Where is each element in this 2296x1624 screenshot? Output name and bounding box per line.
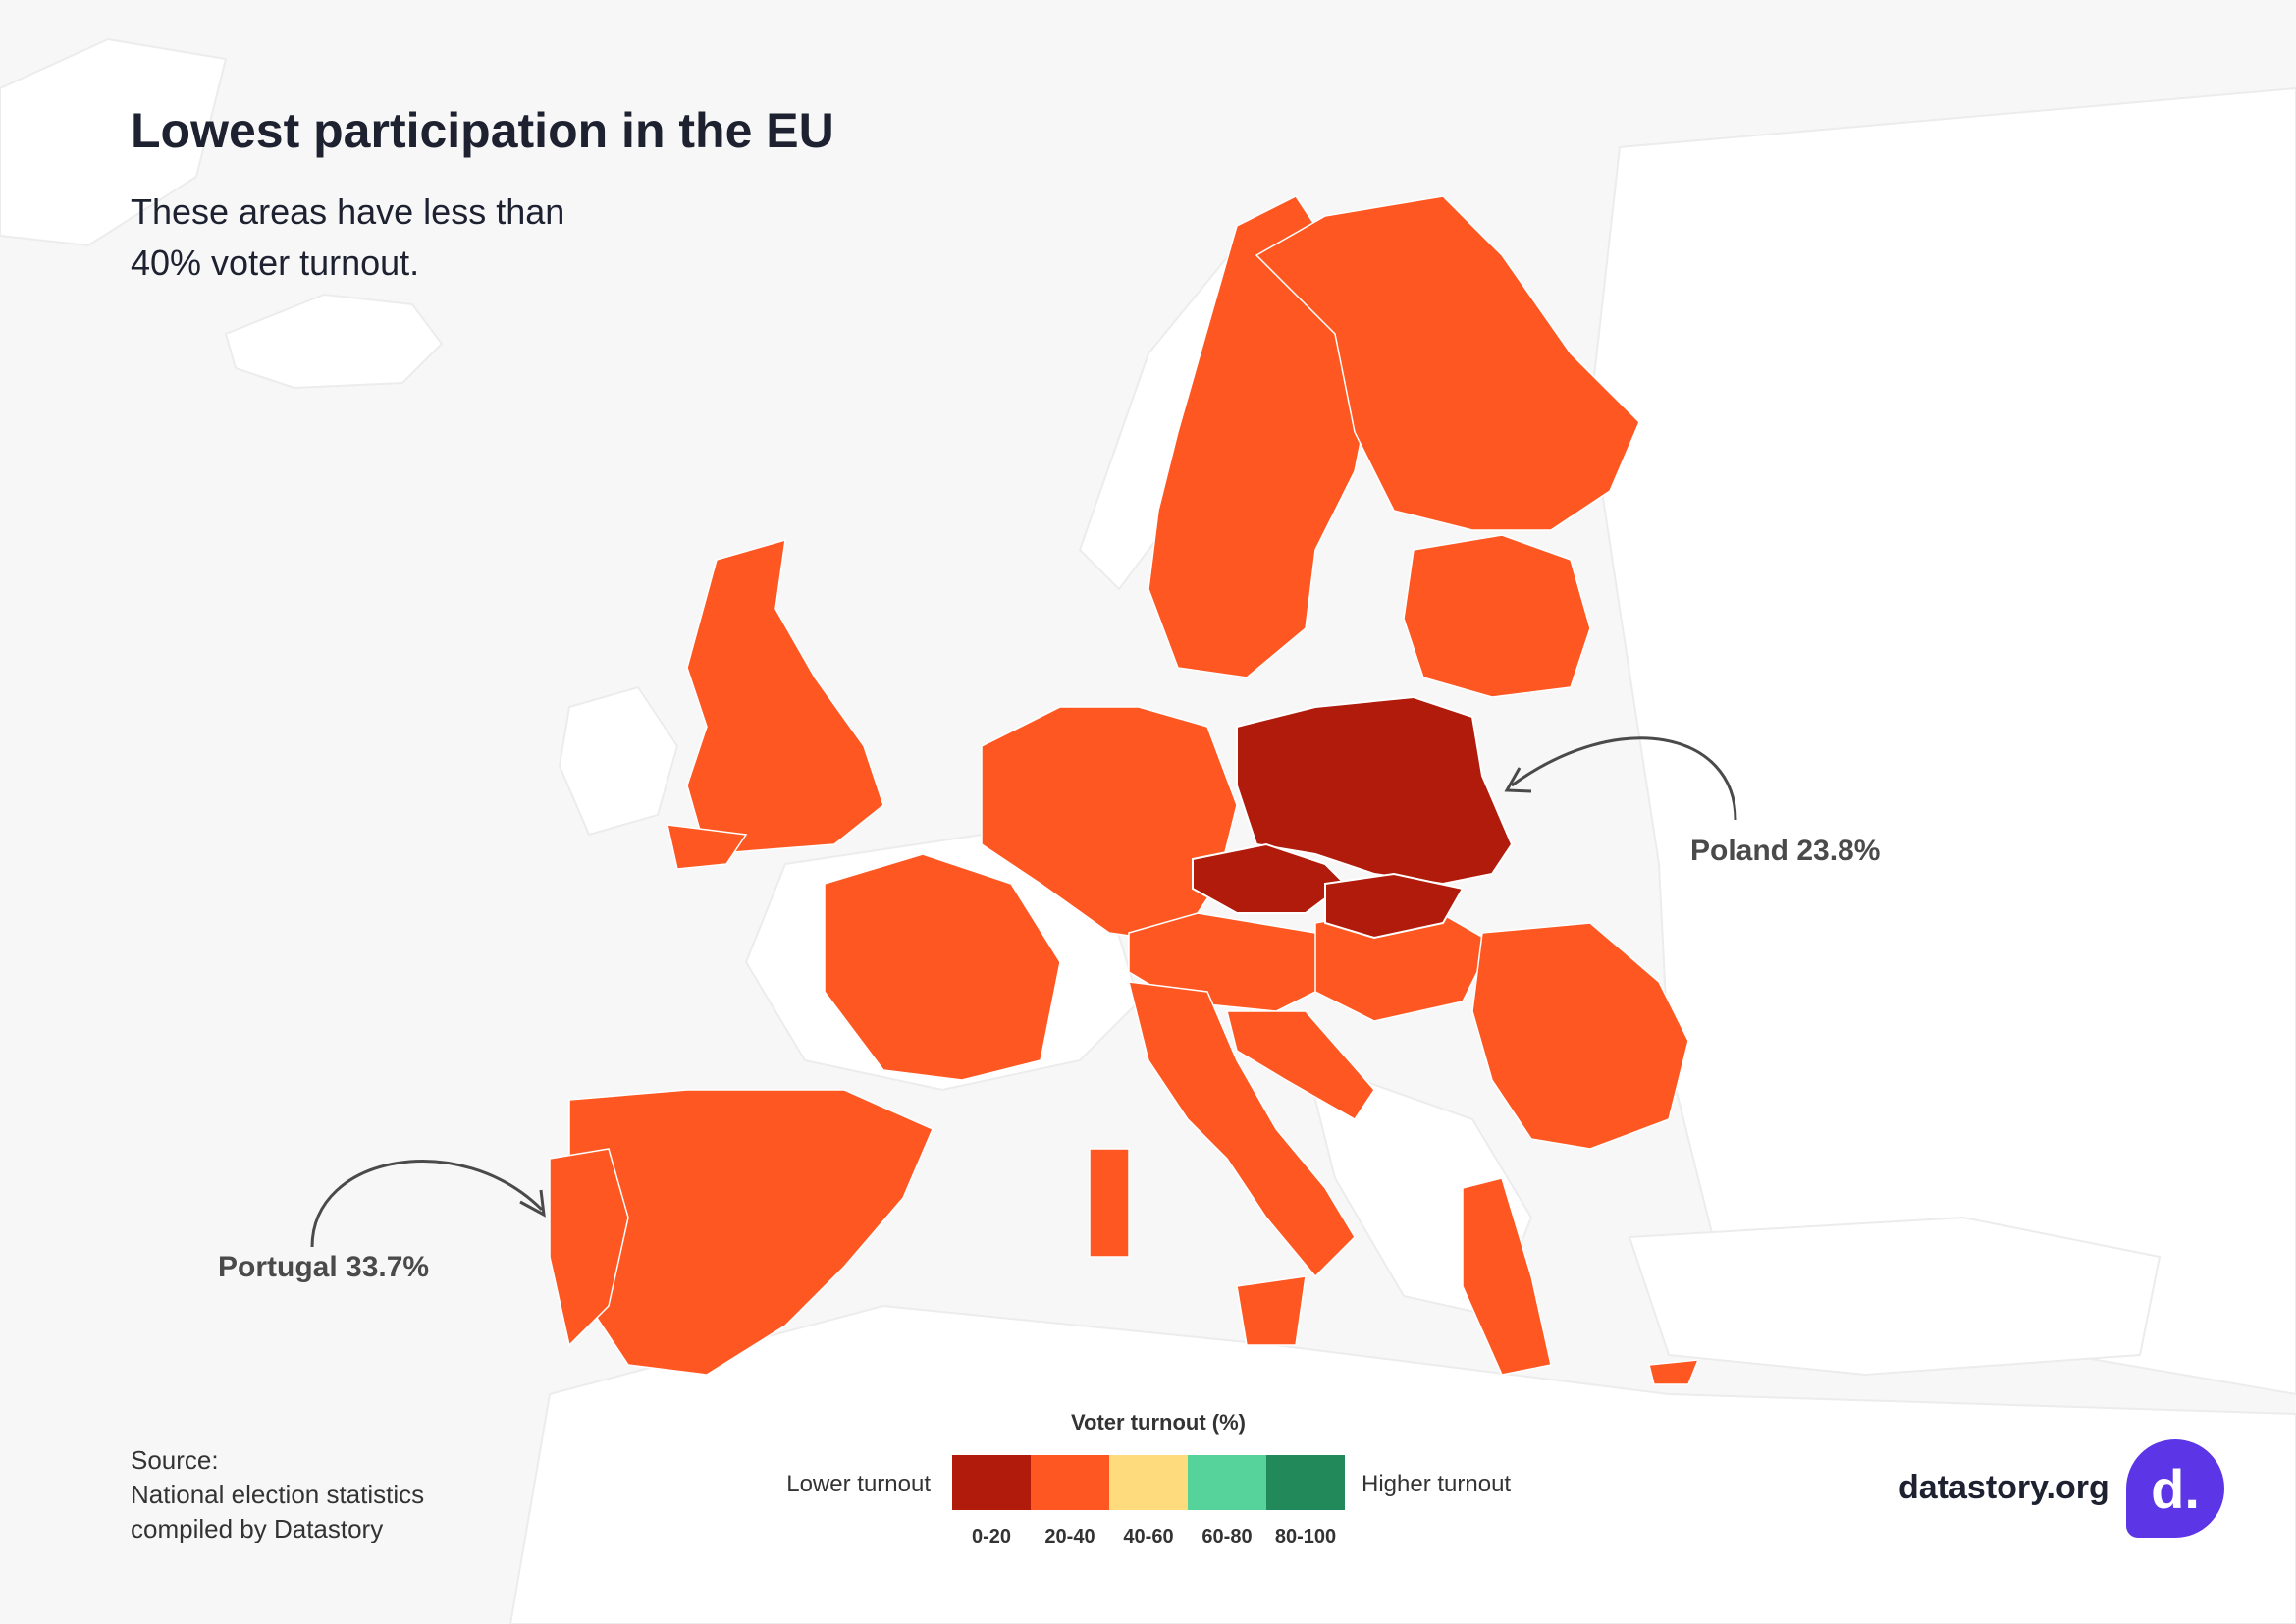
source-line-2: compiled by Datastory	[131, 1514, 384, 1543]
legend-swatch-80-100	[1266, 1455, 1345, 1510]
datastory-logo-icon: d.	[2126, 1439, 2224, 1538]
north-africa-land	[508, 1304, 2296, 1624]
romania-bulgaria-region	[1471, 922, 1689, 1150]
legend-color-bar	[952, 1455, 1345, 1510]
subtitle: These areas have less than 40% voter tur…	[131, 187, 641, 289]
italy-region	[1128, 981, 1356, 1278]
poland-region	[1236, 695, 1514, 886]
legend-title: Voter turnout (%)	[1070, 1410, 1246, 1435]
portugal-arrowhead	[519, 1189, 546, 1218]
austria-slovenia-region	[1128, 912, 1336, 1012]
source-label: Source:	[131, 1445, 219, 1475]
subtitle-line-1: These areas have less than	[131, 191, 565, 232]
regions-20-40	[549, 195, 1700, 1385]
poland-arrowhead	[1504, 767, 1532, 793]
brand-url[interactable]: datastory.org	[1898, 1469, 2109, 1506]
legend-ticks: 0-20 20-40 40-60 60-80 80-100	[952, 1526, 1345, 1548]
logo-letter: d.	[2151, 1457, 2200, 1520]
legend-tick-20-40: 20-40	[1044, 1526, 1095, 1547]
baltics-region	[1403, 534, 1591, 698]
poland-arrow	[1511, 736, 1737, 821]
russia-land	[1588, 86, 2296, 1396]
legend-swatch-20-40	[1031, 1455, 1109, 1510]
source-line-1: National election statistics	[131, 1480, 425, 1509]
subtitle-line-2: 40% voter turnout.	[131, 243, 420, 283]
legend-swatch-0-20	[952, 1455, 1031, 1510]
page-title: Lowest participation in the EU	[131, 103, 834, 158]
slovakia-region	[1324, 872, 1465, 940]
legend-tick-0-20: 0-20	[971, 1526, 1012, 1547]
ireland-land	[558, 685, 679, 837]
legend-swatch-60-80	[1188, 1455, 1266, 1510]
portugal-region	[549, 1148, 629, 1347]
sardinia-region	[1089, 1148, 1130, 1258]
portugal-arrow	[310, 1160, 544, 1248]
sicily-region	[1236, 1275, 1307, 1346]
legend-tick-40-60: 40-60	[1123, 1526, 1174, 1547]
annotation-poland: Poland 23.8%	[1690, 835, 1881, 867]
iceland-land	[224, 293, 444, 390]
croatia-coast-region	[1226, 1010, 1375, 1120]
cyprus-region	[1648, 1359, 1700, 1385]
uk-region	[686, 538, 884, 855]
legend-high-label: Higher turnout	[1362, 1471, 1512, 1497]
legend-low-label: Lower turnout	[786, 1471, 931, 1497]
source-note: Source: National election statistics com…	[131, 1443, 424, 1546]
finland-region	[1255, 195, 1640, 531]
greenland-edge	[0, 37, 228, 247]
greece-region	[1462, 1177, 1552, 1376]
annotation-portugal: Portugal 33.7%	[218, 1251, 430, 1283]
legend-swatch-40-60	[1109, 1455, 1188, 1510]
annotation-arrows	[310, 736, 1737, 1248]
legend-tick-80-100: 80-100	[1274, 1526, 1337, 1547]
regions-0-20	[1192, 695, 1514, 940]
uk-southwest-region	[667, 824, 748, 870]
turkey-land	[1628, 1216, 2162, 1377]
france-scattered-region	[824, 853, 1061, 1081]
legend-tick-60-80: 60-80	[1201, 1526, 1253, 1547]
